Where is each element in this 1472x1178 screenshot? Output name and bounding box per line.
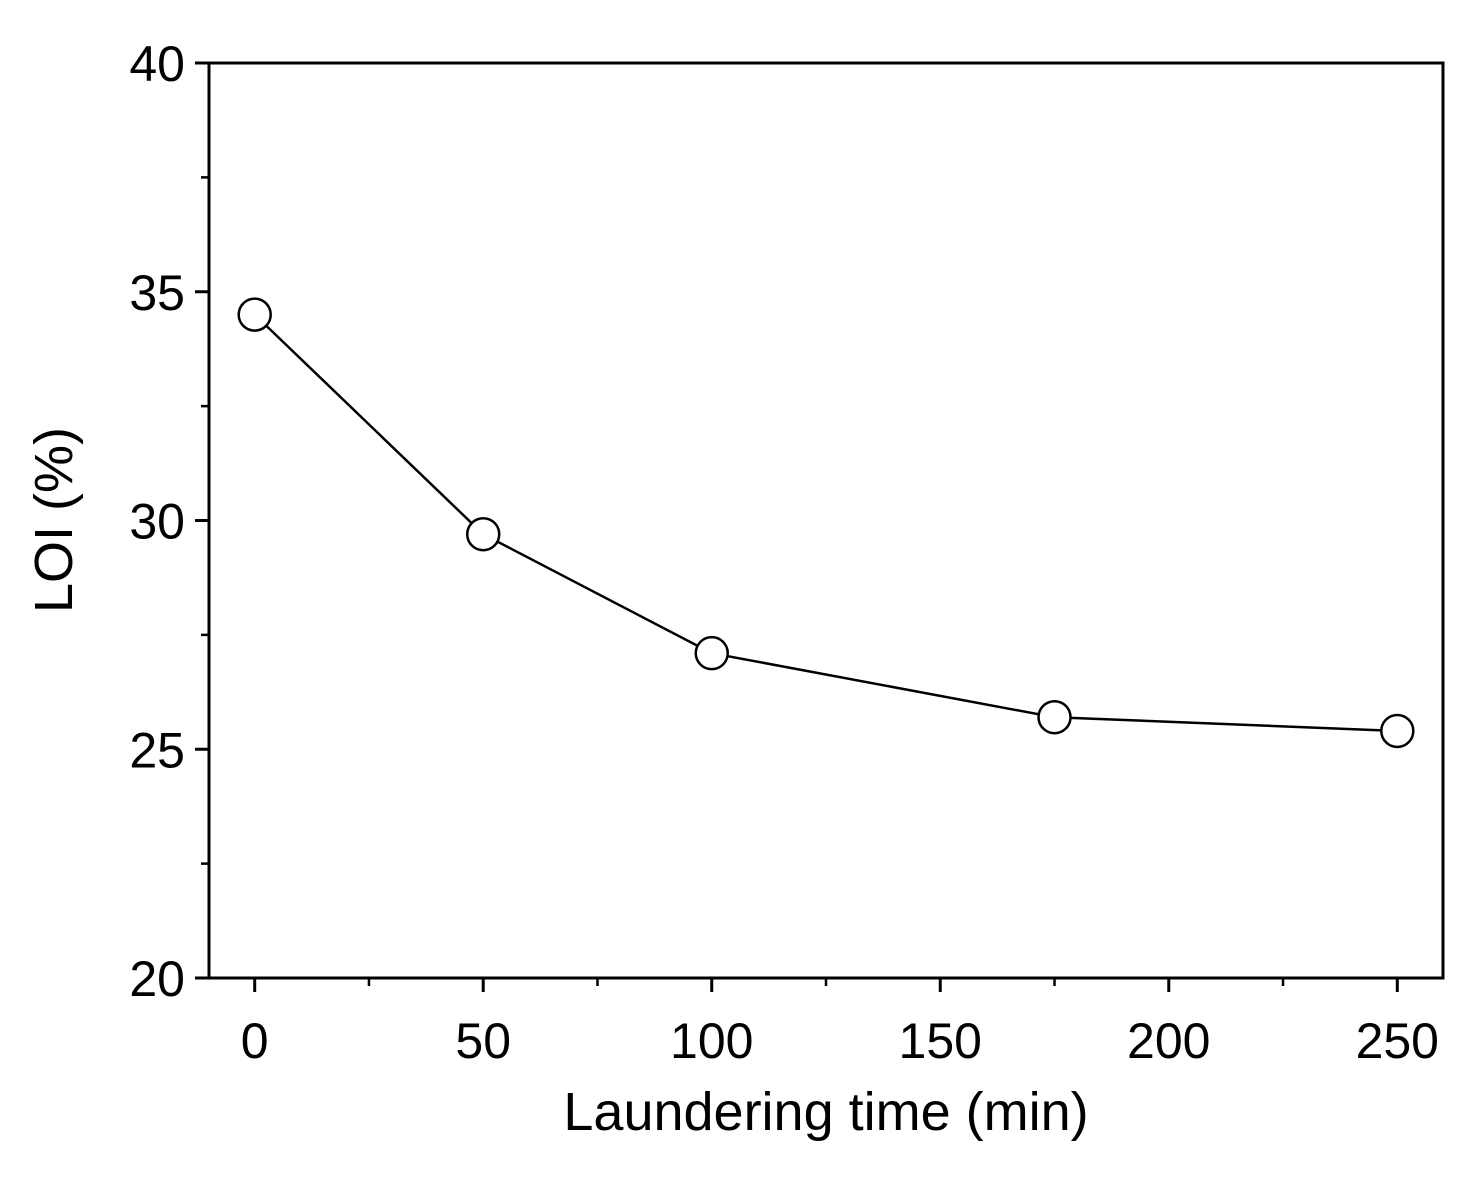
data-point xyxy=(237,297,272,332)
data-point xyxy=(1037,699,1072,735)
data-point xyxy=(1380,713,1415,749)
y-axis-title: LOI (%) xyxy=(24,427,84,613)
y-tick-label: 35 xyxy=(129,265,185,321)
series-line xyxy=(253,313,1398,733)
x-tick-label: 50 xyxy=(455,1013,511,1069)
axis-ticks xyxy=(195,61,1399,992)
plot-frame xyxy=(207,61,1445,980)
x-tick-label: 0 xyxy=(241,1013,269,1069)
y-tick-label: 40 xyxy=(129,36,185,92)
plot-border xyxy=(207,61,1445,980)
x-tick-label: 200 xyxy=(1127,1013,1210,1069)
y-tick-label: 25 xyxy=(129,722,185,778)
data-series xyxy=(237,297,1415,749)
x-tick-label: 250 xyxy=(1356,1013,1439,1069)
y-tick-label: 30 xyxy=(129,494,185,550)
x-axis-title: Laundering time (min) xyxy=(563,1082,1088,1142)
data-point xyxy=(694,635,729,671)
x-tick-label: 150 xyxy=(899,1013,982,1069)
tick-labels: 0 50 100 150 200 250 20 25 30 35 40 xyxy=(129,36,1439,1069)
data-point xyxy=(465,516,501,552)
y-tick-label: 20 xyxy=(129,951,185,1007)
x-tick-label: 100 xyxy=(670,1013,753,1069)
